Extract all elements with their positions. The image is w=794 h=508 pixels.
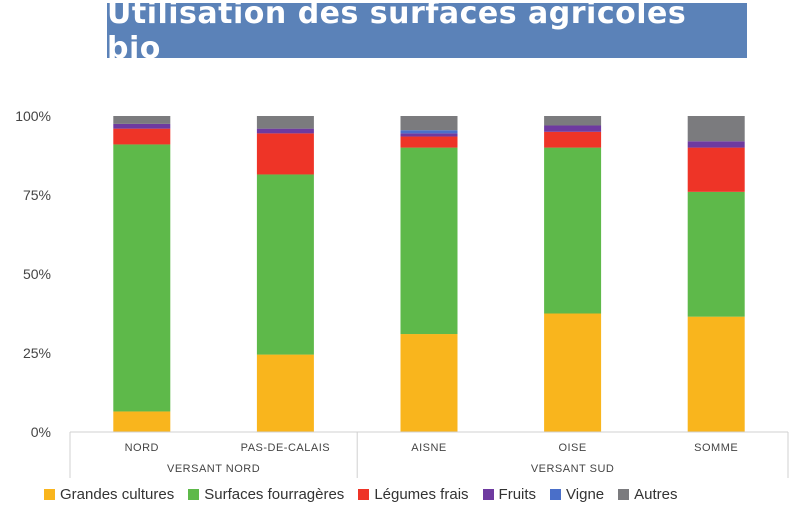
bar-segment xyxy=(544,125,602,132)
y-tick-label: 50% xyxy=(23,266,51,282)
bar-segment xyxy=(113,123,171,129)
bar-segment xyxy=(256,174,314,355)
bar-segment xyxy=(256,116,314,129)
bar-segment xyxy=(400,334,458,432)
legend-swatch xyxy=(188,489,200,500)
y-axis: 0% 25% 50% 75% 100% xyxy=(15,108,51,440)
legend-swatch xyxy=(482,489,494,500)
bar-segment xyxy=(256,354,314,432)
bar-segment xyxy=(400,130,458,134)
legend-swatch xyxy=(550,489,562,500)
y-tick-label: 75% xyxy=(23,187,51,203)
bar-segment xyxy=(544,131,602,148)
x-axis: NORD PAS-DE-CALAIS AISNE OISE SOMME VERSANT N… xyxy=(69,431,789,478)
x-tick-label: AISNE xyxy=(411,442,447,454)
y-tick-label: 100% xyxy=(15,108,51,124)
bar-segment xyxy=(256,128,314,134)
y-tick-label: 0% xyxy=(31,424,51,440)
legend-swatch xyxy=(358,489,370,500)
legend-swatch xyxy=(44,489,55,500)
bar-segment xyxy=(400,136,458,148)
legend-item: Vigne xyxy=(550,486,604,503)
bar-segment xyxy=(544,313,602,432)
legend-label: Grandes cultures xyxy=(60,486,175,503)
bar-segment xyxy=(687,116,745,142)
bar-segment xyxy=(687,147,745,192)
legend-item: Légumes frais xyxy=(358,486,469,503)
legend-label: Fruits xyxy=(498,486,537,503)
legend-item: Autres xyxy=(618,486,677,503)
bars xyxy=(113,116,745,432)
legend-item: Surfaces fourragères xyxy=(188,486,344,503)
bar-segment xyxy=(400,133,458,137)
bar-segment xyxy=(113,116,171,124)
legend-item: Fruits xyxy=(482,486,537,503)
x-tick-label: PAS-DE-CALAIS xyxy=(241,442,330,454)
legend-label: Surfaces fourragères xyxy=(204,486,345,503)
group-label: VERSANT SUD xyxy=(531,463,615,475)
bar-segment xyxy=(687,141,745,148)
legend-label: Vigne xyxy=(566,486,605,503)
bar-segment xyxy=(400,147,458,335)
bar-segment xyxy=(113,411,171,432)
chart-title: Utilisation des surfaces agricoles bio xyxy=(107,0,747,66)
bar-segment xyxy=(113,144,171,412)
bar-segment xyxy=(687,316,745,432)
group-label: VERSANT NORD xyxy=(167,463,260,475)
bar-segment xyxy=(400,116,458,131)
x-tick-label: OISE xyxy=(558,442,586,454)
bar-segment xyxy=(544,147,602,314)
bar-segment xyxy=(256,133,314,175)
y-tick-label: 25% xyxy=(23,345,51,361)
stacked-bar-chart: 0% 25% 50% 75% 100% NORD PAS-DE-CALAIS AISNE OI… xyxy=(15,108,789,478)
bar-segment xyxy=(687,191,745,317)
legend-label: Légumes frais xyxy=(374,486,469,503)
bar-segment xyxy=(113,128,171,145)
legend-item: Grandes cultures xyxy=(44,486,174,503)
legend-label: Autres xyxy=(634,486,678,503)
x-tick-label: SOMME xyxy=(694,442,738,454)
x-tick-label: NORD xyxy=(125,442,159,454)
bar-segment xyxy=(544,116,602,126)
legend: Grandes cultures Surfaces fourragères Légu… xyxy=(44,486,677,503)
legend-swatch xyxy=(618,489,630,500)
